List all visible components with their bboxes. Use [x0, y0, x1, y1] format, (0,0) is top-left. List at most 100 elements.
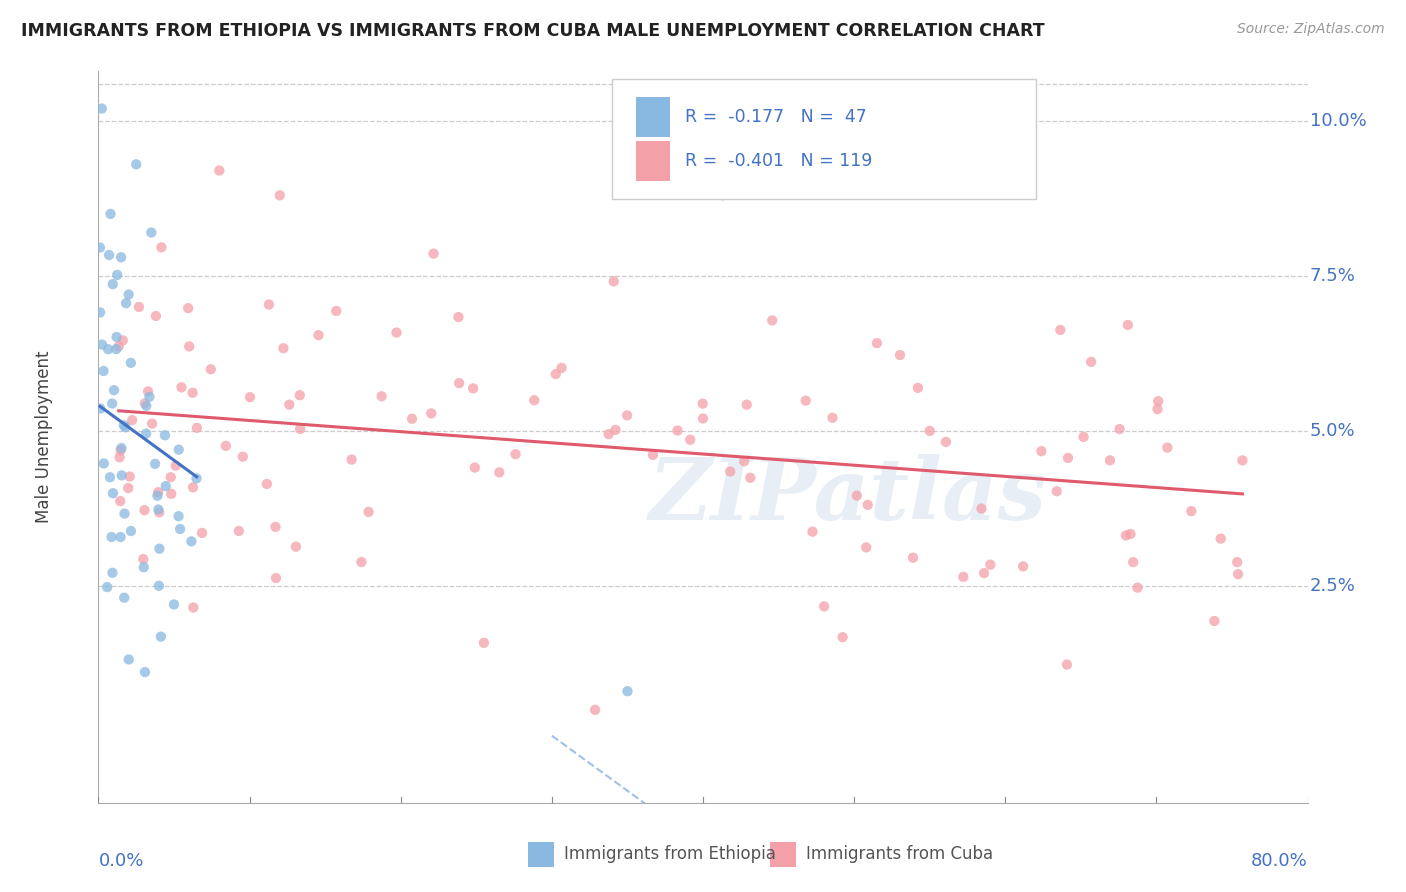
Point	[1108, 422, 1130, 436]
Point	[118, 287, 141, 301]
Point	[121, 413, 143, 427]
Point	[273, 341, 295, 355]
Bar	[769, 841, 796, 867]
Point	[146, 489, 169, 503]
Point	[232, 450, 254, 464]
Point	[278, 398, 301, 412]
Point	[831, 630, 853, 644]
Point	[256, 477, 278, 491]
Point	[692, 396, 714, 410]
Point	[98, 248, 121, 262]
Point	[134, 665, 156, 679]
Point	[1232, 453, 1254, 467]
Point	[472, 636, 495, 650]
Point	[101, 566, 124, 580]
Point	[855, 541, 877, 555]
Point	[325, 304, 347, 318]
Point	[1147, 394, 1170, 409]
Point	[134, 503, 156, 517]
Point	[105, 268, 128, 282]
Point	[488, 466, 510, 480]
Point	[350, 555, 373, 569]
Point	[177, 301, 200, 315]
Bar	[637, 141, 671, 181]
Point	[1098, 453, 1121, 467]
Point	[288, 422, 311, 436]
Point	[385, 326, 408, 340]
Point	[1046, 484, 1069, 499]
Point	[935, 434, 957, 449]
Text: 80.0%: 80.0%	[1251, 853, 1308, 871]
Point	[181, 385, 204, 400]
Point	[128, 300, 150, 314]
Point	[1116, 318, 1139, 332]
Point	[420, 406, 443, 420]
Point	[141, 417, 163, 431]
Text: 7.5%: 7.5%	[1310, 267, 1355, 285]
Text: 2.5%: 2.5%	[1310, 577, 1355, 595]
Point	[186, 421, 208, 435]
Point	[96, 580, 118, 594]
Point	[160, 487, 183, 501]
Point	[181, 600, 204, 615]
Point	[692, 411, 714, 425]
Point	[1146, 402, 1168, 417]
Text: Source: ZipAtlas.com: Source: ZipAtlas.com	[1237, 22, 1385, 37]
Point	[132, 552, 155, 566]
Point	[1119, 527, 1142, 541]
Point	[463, 381, 485, 395]
Point	[181, 480, 204, 494]
Point	[97, 342, 120, 356]
Text: 10.0%: 10.0%	[1310, 112, 1367, 130]
Point	[215, 439, 238, 453]
Point	[208, 163, 231, 178]
Point	[132, 560, 155, 574]
Point	[1080, 355, 1102, 369]
Point	[100, 530, 122, 544]
Point	[1180, 504, 1202, 518]
Point	[228, 524, 250, 538]
Point	[167, 509, 190, 524]
Point	[148, 505, 170, 519]
Point	[125, 157, 148, 171]
Text: 5.0%: 5.0%	[1310, 422, 1355, 440]
Point	[1057, 450, 1080, 465]
Text: IMMIGRANTS FROM ETHIOPIA VS IMMIGRANTS FROM CUBA MALE UNEMPLOYMENT CORRELATION C: IMMIGRANTS FROM ETHIOPIA VS IMMIGRANTS F…	[21, 22, 1045, 40]
Point	[148, 502, 170, 516]
Point	[616, 409, 638, 423]
Point	[163, 598, 186, 612]
Point	[889, 348, 911, 362]
Point	[856, 498, 879, 512]
Point	[107, 339, 129, 353]
Point	[598, 427, 620, 442]
Point	[239, 390, 262, 404]
Point	[733, 454, 755, 468]
Point	[370, 389, 392, 403]
Point	[821, 410, 844, 425]
Point	[134, 396, 156, 410]
Point	[866, 336, 889, 351]
Point	[110, 441, 132, 455]
Point	[135, 426, 157, 441]
Point	[170, 380, 193, 394]
Text: ZIPatlas: ZIPatlas	[650, 454, 1047, 537]
Point	[108, 450, 131, 465]
Point	[159, 470, 181, 484]
Point	[679, 433, 702, 447]
Point	[357, 505, 380, 519]
Point	[550, 360, 572, 375]
Point	[165, 458, 187, 473]
Point	[111, 468, 134, 483]
Point	[605, 423, 627, 437]
Point	[970, 501, 993, 516]
Point	[98, 470, 121, 484]
Point	[1056, 657, 1078, 672]
Text: 0.0%: 0.0%	[98, 853, 143, 871]
Point	[141, 226, 163, 240]
Point	[761, 313, 783, 327]
Point	[666, 424, 689, 438]
Point	[901, 550, 924, 565]
Point	[1031, 444, 1053, 458]
Text: Immigrants from Cuba: Immigrants from Cuba	[806, 845, 993, 863]
Point	[191, 525, 214, 540]
